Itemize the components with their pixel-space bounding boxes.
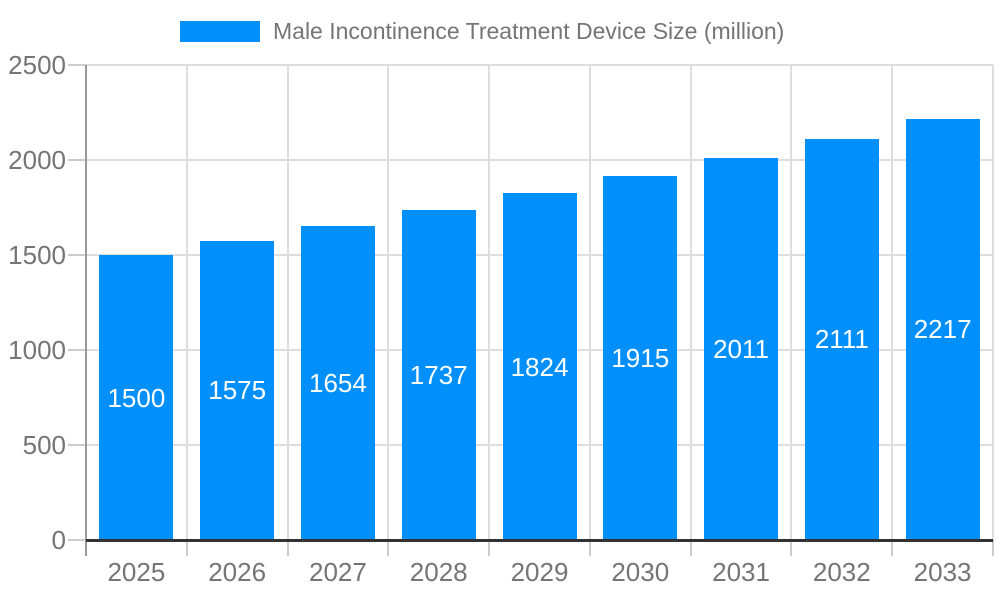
x-axis-tick bbox=[588, 540, 591, 556]
y-axis-tick-label: 2500 bbox=[8, 50, 66, 80]
x-axis-tick bbox=[488, 540, 491, 556]
y-axis-tick-label: 1500 bbox=[8, 240, 66, 270]
x-axis-tick bbox=[286, 540, 289, 556]
bar-2025[interactable] bbox=[99, 255, 174, 540]
v-gridline bbox=[185, 65, 188, 540]
x-axis-tick bbox=[689, 540, 692, 556]
bar-value-label: 1824 bbox=[510, 351, 569, 382]
x-axis-tick bbox=[387, 540, 390, 556]
x-axis-tick-label: 2029 bbox=[510, 557, 569, 587]
v-gridline bbox=[588, 65, 591, 540]
y-axis-tick-label: 1000 bbox=[8, 335, 66, 365]
y-axis-tick-label: 0 bbox=[51, 525, 66, 555]
y-axis-tick bbox=[68, 349, 86, 351]
bar-value-label: 2111 bbox=[814, 324, 869, 355]
y-axis-tick bbox=[68, 539, 86, 541]
bar-2026[interactable] bbox=[200, 240, 275, 540]
v-gridline bbox=[790, 65, 793, 540]
bar-value-label: 1500 bbox=[107, 382, 166, 413]
bar-2027[interactable] bbox=[300, 225, 375, 540]
v-gridline bbox=[992, 65, 994, 540]
bar-value-label: 2217 bbox=[913, 314, 972, 345]
y-axis-tick-label: 2000 bbox=[8, 145, 66, 175]
bar-2033[interactable] bbox=[905, 118, 980, 540]
legend: Male Incontinence Treatment Device Size … bbox=[180, 17, 785, 44]
v-gridline bbox=[891, 65, 894, 540]
legend-label: Male Incontinence Treatment Device Size … bbox=[273, 17, 785, 44]
y-axis-line bbox=[85, 65, 87, 556]
bar-value-label: 1915 bbox=[611, 343, 670, 374]
bar-value-label: 1737 bbox=[409, 359, 468, 390]
y-axis-tick bbox=[68, 444, 86, 446]
x-axis-tick bbox=[992, 540, 994, 556]
y-axis-tick bbox=[68, 64, 86, 66]
bar-2032[interactable] bbox=[804, 138, 879, 540]
y-axis-tick bbox=[68, 254, 86, 256]
x-axis-tick-label: 2027 bbox=[309, 557, 367, 587]
x-axis-tick bbox=[185, 540, 188, 556]
x-axis-tick bbox=[790, 540, 793, 556]
x-axis-tick-label: 2028 bbox=[409, 557, 468, 587]
v-gridline bbox=[689, 65, 692, 540]
x-axis-tick-label: 2031 bbox=[712, 557, 770, 587]
bar-value-label: 1575 bbox=[208, 375, 267, 406]
bar-2031[interactable] bbox=[704, 157, 779, 540]
x-axis-baseline bbox=[86, 539, 993, 542]
legend-swatch bbox=[180, 20, 260, 42]
h-gridline bbox=[86, 64, 993, 66]
x-axis-tick-label: 2025 bbox=[107, 557, 166, 587]
y-axis-tick bbox=[68, 159, 86, 161]
bar-2030[interactable] bbox=[603, 176, 678, 540]
x-axis-tick-label: 2026 bbox=[208, 557, 267, 587]
h-gridline bbox=[86, 159, 993, 161]
bar-2028[interactable] bbox=[401, 209, 476, 540]
v-gridline bbox=[286, 65, 289, 540]
x-axis-tick-label: 2033 bbox=[913, 557, 972, 587]
y-axis-tick-label: 500 bbox=[22, 430, 66, 460]
bar-2029[interactable] bbox=[502, 193, 577, 540]
x-axis-tick-label: 2032 bbox=[812, 557, 871, 587]
bar-value-label: 1654 bbox=[309, 367, 367, 398]
v-gridline bbox=[488, 65, 491, 540]
x-axis-tick-label: 2030 bbox=[611, 557, 670, 587]
x-axis-tick bbox=[891, 540, 894, 556]
v-gridline bbox=[387, 65, 390, 540]
bar-value-label: 2011 bbox=[713, 333, 769, 364]
